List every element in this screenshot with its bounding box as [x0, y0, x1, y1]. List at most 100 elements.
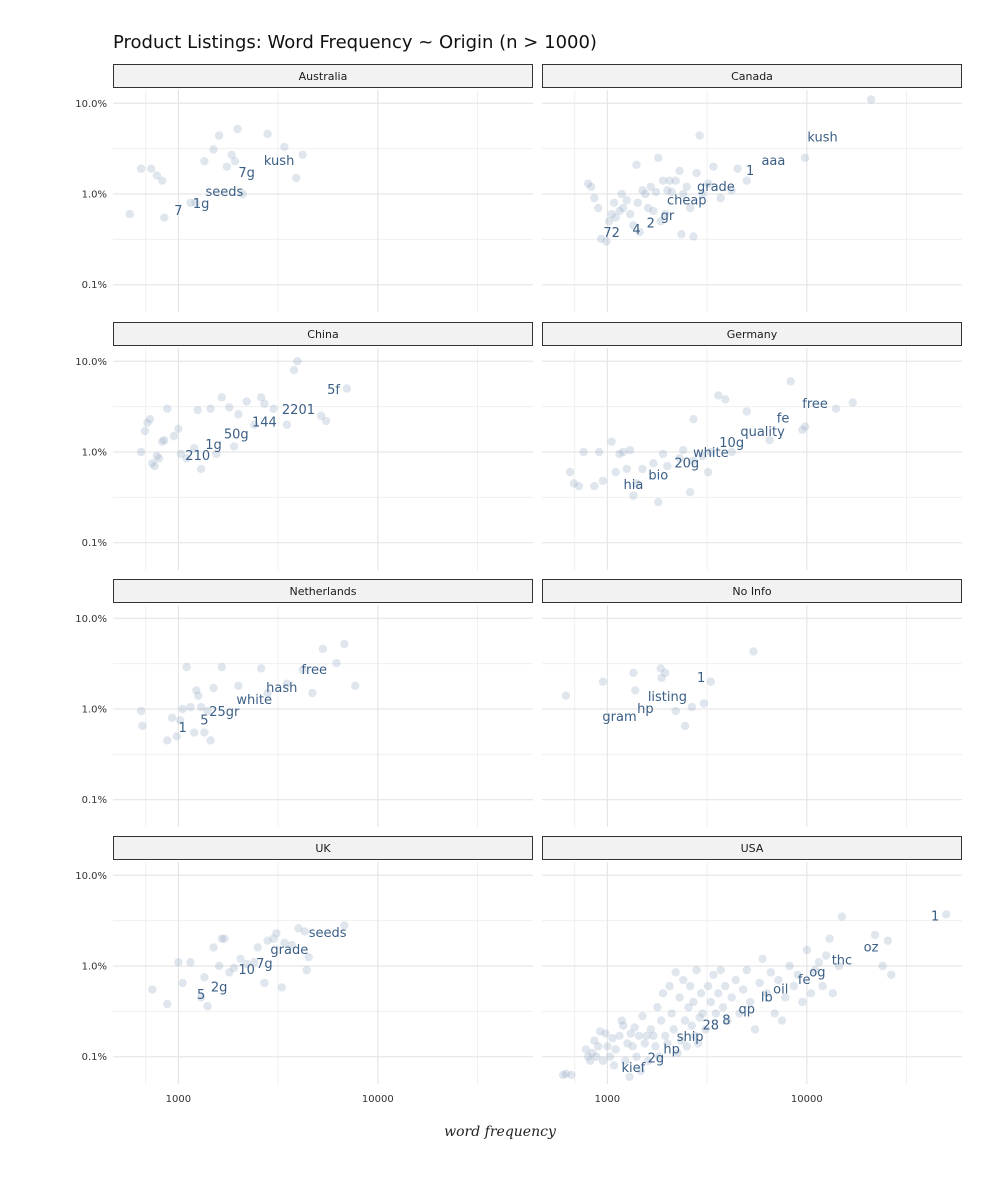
- data-point: [709, 162, 718, 171]
- y-tick-label: 1.0%: [82, 447, 107, 458]
- data-point: [706, 997, 715, 1007]
- facet-strip: [542, 836, 962, 860]
- word-label: cheap: [667, 193, 707, 208]
- data-point: [154, 454, 164, 463]
- word-label: 7: [174, 204, 182, 219]
- word-label: 4: [632, 223, 640, 238]
- data-point: [280, 938, 289, 948]
- data-point: [731, 975, 740, 985]
- data-point: [203, 1002, 212, 1011]
- data-point: [178, 978, 187, 988]
- data-point: [675, 454, 684, 463]
- data-point: [583, 179, 593, 188]
- data-point: [611, 1045, 620, 1054]
- data-point: [193, 405, 202, 415]
- data-point: [561, 691, 571, 700]
- data-point: [146, 164, 156, 173]
- data-point: [942, 910, 951, 919]
- data-point: [657, 673, 666, 683]
- y-tick-label: 10.0%: [75, 99, 107, 110]
- data-point: [174, 958, 183, 967]
- data-point: [671, 176, 680, 185]
- data-point: [755, 978, 764, 988]
- data-point: [658, 449, 668, 459]
- data-point: [727, 186, 736, 195]
- word-label: 8: [722, 1014, 730, 1029]
- data-point: [654, 497, 663, 507]
- data-point: [138, 721, 147, 731]
- data-point: [689, 414, 698, 424]
- data-point: [558, 1070, 568, 1080]
- word-label: ship: [677, 1030, 704, 1045]
- data-point: [611, 213, 620, 222]
- data-point: [800, 153, 810, 163]
- data-point: [607, 209, 616, 219]
- facet-strip-label: Australia: [299, 70, 348, 83]
- data-point: [209, 943, 218, 952]
- word-label: free: [802, 397, 828, 412]
- data-point: [214, 131, 224, 140]
- data-point: [238, 189, 247, 199]
- word-label: free: [301, 663, 327, 678]
- data-point: [332, 658, 341, 668]
- data-point: [718, 1003, 728, 1012]
- data-point: [256, 393, 266, 402]
- data-point: [665, 176, 674, 185]
- data-point: [727, 993, 736, 1002]
- data-point: [163, 736, 172, 745]
- data-point: [651, 187, 661, 197]
- data-point: [621, 1056, 630, 1066]
- data-point: [192, 686, 201, 695]
- data-point: [661, 209, 670, 219]
- data-point: [569, 479, 579, 488]
- data-point: [642, 1031, 651, 1040]
- data-point: [579, 447, 588, 457]
- data-point: [618, 203, 628, 213]
- data-point: [762, 989, 772, 998]
- data-point: [818, 981, 827, 991]
- data-point: [679, 189, 688, 199]
- data-point: [837, 912, 847, 921]
- word-label: 144: [252, 416, 277, 431]
- data-point: [661, 1031, 670, 1040]
- data-point: [340, 921, 349, 930]
- word-label: 7g: [238, 166, 255, 181]
- data-point: [680, 1016, 690, 1025]
- data-point: [263, 688, 272, 698]
- data-point: [682, 1042, 691, 1051]
- data-point: [656, 217, 665, 226]
- word-label: 1g: [193, 197, 210, 212]
- word-label: lb: [761, 990, 773, 1005]
- data-point: [646, 182, 655, 191]
- data-point: [272, 928, 281, 938]
- data-point: [629, 668, 638, 678]
- word-label: 72: [603, 226, 620, 241]
- data-point: [342, 384, 352, 393]
- data-point: [687, 702, 696, 712]
- data-point: [714, 989, 723, 998]
- data-point: [250, 958, 259, 967]
- word-label: hia: [623, 478, 643, 493]
- data-point: [814, 958, 824, 967]
- data-point: [158, 176, 167, 185]
- data-point: [182, 454, 191, 463]
- word-label: grade: [697, 180, 735, 195]
- data-point: [186, 958, 195, 967]
- data-point: [665, 981, 674, 991]
- word-label: qp: [739, 1003, 756, 1018]
- data-point: [749, 647, 758, 656]
- word-label: listing: [648, 690, 687, 705]
- word-label: white: [693, 446, 729, 461]
- data-point: [136, 447, 146, 457]
- data-point: [699, 699, 709, 708]
- data-point: [742, 176, 751, 185]
- y-tick-label: 1.0%: [82, 704, 107, 715]
- word-label: quality: [740, 425, 785, 440]
- data-point: [825, 934, 834, 943]
- data-point: [607, 437, 616, 446]
- facet-strip-label: Canada: [731, 70, 773, 83]
- data-point: [685, 981, 695, 991]
- data-point: [594, 1042, 603, 1051]
- data-point: [340, 639, 349, 649]
- word-label: hp: [637, 702, 654, 717]
